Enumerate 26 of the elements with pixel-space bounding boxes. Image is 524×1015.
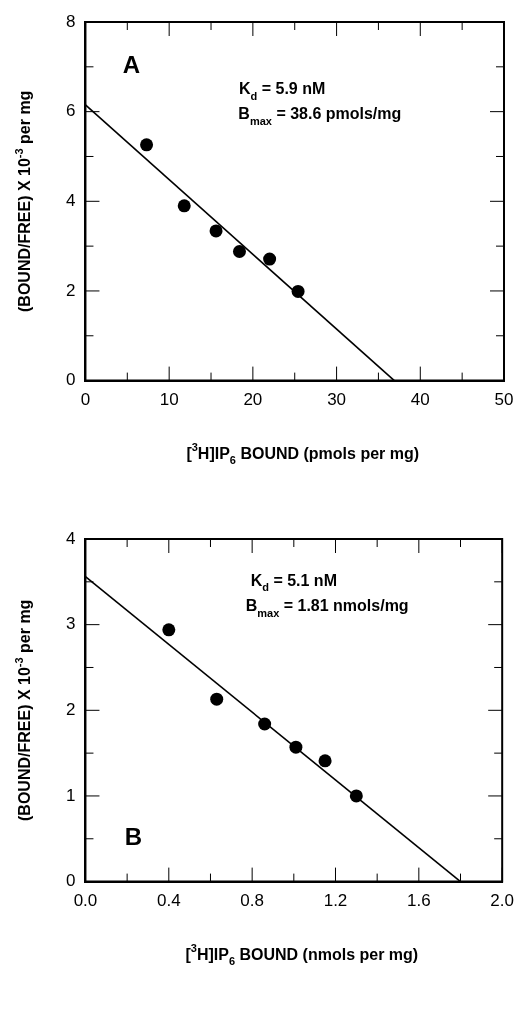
x-tick-label: 50 — [494, 390, 514, 410]
x-tick-label: 0.0 — [73, 891, 98, 911]
x-tick-label: 1.2 — [323, 891, 348, 911]
y-tick-label: 1 — [65, 785, 76, 805]
x-tick-label: 10 — [159, 390, 179, 410]
y-tick-label: 2 — [65, 280, 76, 300]
annotation: A — [122, 51, 141, 79]
y-tick-label: 6 — [65, 101, 76, 121]
y-tick-label: 2 — [65, 699, 76, 719]
y-axis-title: (BOUND/FREE) X 10-3 per mg — [12, 599, 33, 821]
x-tick-label: 0.4 — [156, 891, 181, 911]
y-tick-label: 0 — [65, 370, 76, 390]
y-tick-label: 3 — [65, 614, 76, 634]
y-tick-label: 0 — [65, 871, 76, 891]
x-tick-label: 1.6 — [407, 891, 431, 911]
y-tick-label: 4 — [65, 528, 76, 548]
y-tick-label: 4 — [65, 190, 76, 210]
x-tick-label: 40 — [410, 390, 430, 410]
x-tick-label: 0 — [80, 390, 91, 410]
y-axis-title: (BOUND/FREE) X 10-3 per mg — [12, 90, 33, 312]
x-tick-label: 0.8 — [240, 891, 264, 911]
y-tick-label: 8 — [65, 11, 76, 31]
x-tick-label: 30 — [327, 390, 347, 410]
x-tick-label: 2.0 — [490, 891, 514, 911]
annotation: B — [124, 823, 143, 851]
x-tick-label: 20 — [243, 390, 263, 410]
